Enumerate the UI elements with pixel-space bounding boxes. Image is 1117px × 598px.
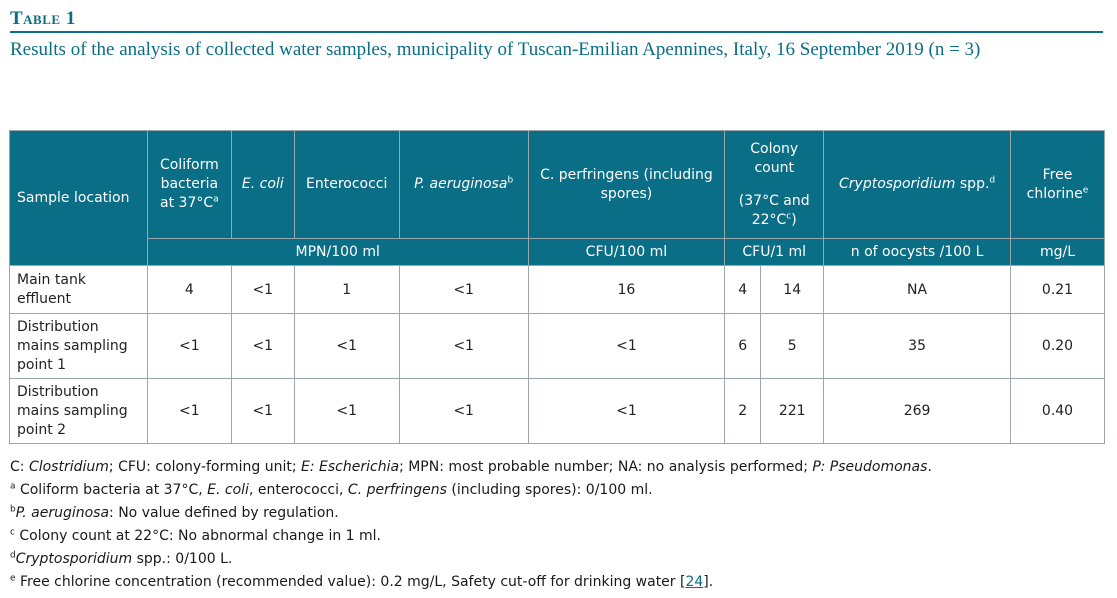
header-row: Sample location Coliform bacteria at 37°… <box>9 130 1106 266</box>
cell-paeruginosa: <1 <box>398 378 529 444</box>
cell-ecoli: <1 <box>230 313 295 379</box>
unit-mgl: mg/L <box>1009 238 1106 266</box>
header-free-chlorine: Free chlorinee <box>1009 130 1106 239</box>
footnote-e: e Free chlorine concentration (recommend… <box>10 573 714 590</box>
footnote-abbreviations: C: Clostridium; CFU: colony-forming unit… <box>10 459 932 475</box>
cell-free-chlorine: 0.20 <box>1009 313 1106 379</box>
cell-cperfringens: 16 <box>527 265 726 314</box>
cell-count-22c: 5 <box>760 313 825 379</box>
cell-coliform: <1 <box>146 313 232 379</box>
unit-mpn: MPN/100 ml <box>146 238 529 266</box>
table-row: Distribution mains sampling point 2 <1 <… <box>9 378 1106 444</box>
header-cperfringens: C. perfringens (including spores) <box>527 130 726 239</box>
header-coliform: Coliform bacteria at 37°Ca <box>146 130 232 239</box>
cell-ecoli: <1 <box>230 378 295 444</box>
cell-count-22c: 14 <box>760 265 825 314</box>
cell-cperfringens: <1 <box>527 313 726 379</box>
header-cryptosporidium: Cryptosporidium spp.d <box>823 130 1011 239</box>
footnote-b: bP. aeruginosa: No value defined by regu… <box>10 504 339 521</box>
header-enterococci: Enterococci <box>293 130 400 239</box>
title-rule <box>10 31 1103 33</box>
cell-coliform: <1 <box>146 378 232 444</box>
cell-count-37c: 4 <box>724 265 762 314</box>
unit-cfu-1ml: CFU/1 ml <box>724 238 825 266</box>
cell-count-22c: 221 <box>760 378 825 444</box>
cell-coliform: 4 <box>146 265 232 314</box>
table-row: Distribution mains sampling point 1 <1 <… <box>9 313 1106 379</box>
cell-enterococci: <1 <box>293 378 400 444</box>
cell-ecoli: <1 <box>230 265 295 314</box>
header-sample-location: Sample location <box>9 130 148 266</box>
cell-cryptosporidium: 269 <box>823 378 1011 444</box>
cell-paeruginosa: <1 <box>398 313 529 379</box>
cell-enterococci: 1 <box>293 265 400 314</box>
cell-cperfringens: <1 <box>527 378 726 444</box>
footnote-a: a Coliform bacteria at 37°C, E. coli, en… <box>10 481 653 498</box>
table-row: Main tank effluent 4 <1 1 <1 16 4 14 NA … <box>9 265 1106 314</box>
cell-free-chlorine: 0.21 <box>1009 265 1106 314</box>
cell-location: Distribution mains sampling point 1 <box>9 313 148 379</box>
results-table: Sample location Coliform bacteria at 37°… <box>9 130 1106 444</box>
cell-location: Main tank effluent <box>9 265 148 314</box>
cell-cryptosporidium: 35 <box>823 313 1011 379</box>
cell-cryptosporidium: NA <box>823 265 1011 314</box>
cell-paeruginosa: <1 <box>398 265 529 314</box>
footnote-d: dCryptosporidium spp.: 0/100 L. <box>10 550 233 567</box>
cell-enterococci: <1 <box>293 313 400 379</box>
cell-count-37c: 6 <box>724 313 762 379</box>
unit-cfu-100ml: CFU/100 ml <box>527 238 726 266</box>
cell-location: Distribution mains sampling point 2 <box>9 378 148 444</box>
footnote-c: c Colony count at 22°C: No abnormal chan… <box>10 527 382 544</box>
table-caption: Results of the analysis of collected wat… <box>10 39 981 60</box>
units-row: MPN/100 ml CFU/100 ml CFU/1 ml n of oocy… <box>10 238 1106 266</box>
table-footnotes: C: Clostridium; CFU: colony-forming unit… <box>10 456 1105 594</box>
header-paeruginosa: P. aeruginosab <box>398 130 529 239</box>
cell-free-chlorine: 0.40 <box>1009 378 1106 444</box>
cell-count-37c: 2 <box>724 378 762 444</box>
header-colony-count: Colony count (37°C and 22°Cc) <box>724 130 825 239</box>
reference-link[interactable]: 24 <box>685 574 704 590</box>
unit-oocysts: n of oocysts /100 L <box>823 238 1011 266</box>
table-label: Table 1 <box>10 8 76 29</box>
header-ecoli: E. coli <box>230 130 295 239</box>
